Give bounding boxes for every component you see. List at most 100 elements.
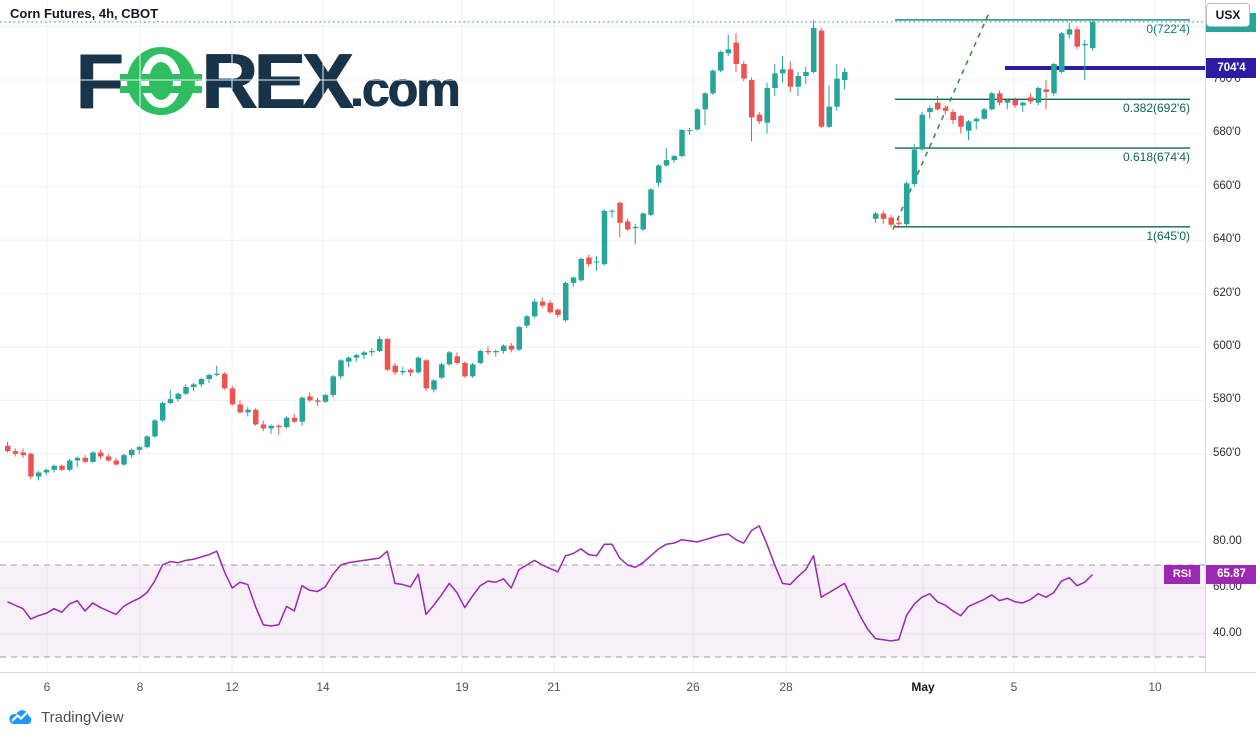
candle-body [803, 71, 809, 76]
candle-body [129, 449, 135, 456]
time-axis-label: 10 [1148, 680, 1162, 694]
logo-dot-com: .com [350, 61, 461, 117]
candle-body [725, 49, 732, 54]
time-axis[interactable]: 6 8 12 14 19 21 26 28 May 5 10 [0, 672, 1256, 701]
time-axis-label: 21 [547, 680, 561, 694]
fib-label-1[interactable]: 1(645'0) [1146, 228, 1190, 243]
candle-body [423, 360, 429, 389]
fib-label-618[interactable]: 0.618(674'4) [1122, 150, 1190, 165]
candle-body [1059, 33, 1065, 72]
candle-body [973, 118, 980, 122]
rsi-line [7, 525, 1094, 642]
candle-body [90, 452, 96, 462]
time-axis-label: 28 [779, 680, 793, 694]
candle-body [1090, 21, 1096, 48]
candle-body [966, 121, 972, 131]
price-axis-label: 600'0 [1213, 340, 1241, 352]
logo-o-icon [119, 47, 202, 115]
candle-body [5, 445, 11, 452]
candle-body [322, 395, 329, 402]
candle-body [338, 360, 344, 377]
tradingview-attribution[interactable]: TradingView [8, 708, 124, 726]
price-axis-label: 580'0 [1213, 393, 1241, 406]
logo-o-bar [119, 86, 202, 93]
candle-body [439, 364, 445, 378]
symbol-title[interactable]: Corn Futures, 4h, CBOT [10, 6, 159, 21]
candle-body [811, 27, 817, 72]
price-axis[interactable]: 704'4 65.87 700'0 680'0 660'0 640'0 620'0 600… [1205, 0, 1256, 672]
candle-body [20, 452, 26, 456]
candle-body [400, 371, 406, 373]
candle-body [780, 69, 786, 74]
candle-body [229, 388, 236, 405]
logo-letters-rex: REX [201, 37, 354, 125]
candle-body [493, 351, 499, 353]
candle-body [485, 351, 491, 353]
candle-body [67, 460, 73, 470]
candle-body [260, 424, 267, 429]
candle-body [330, 376, 336, 396]
fib-label-0[interactable]: 0(722'4) [1146, 21, 1190, 36]
price-axis-label: 640'0 [1213, 233, 1241, 246]
candle-body [191, 384, 197, 388]
candle-body [640, 213, 646, 230]
candle-body [36, 472, 42, 477]
candle-body [105, 456, 112, 461]
logo-o-ring [140, 54, 181, 108]
candle-body [361, 352, 367, 356]
candle-body [408, 369, 414, 373]
candle-body [663, 160, 670, 166]
candle-body [284, 417, 290, 428]
candle-body [609, 210, 615, 212]
candle-body [632, 226, 639, 229]
candle-body [353, 355, 360, 358]
candle-body [1082, 43, 1088, 46]
candle-body [245, 409, 251, 413]
unit-toggle-button[interactable]: USX [1206, 3, 1250, 27]
chart-canvas[interactable] [0, 0, 1205, 672]
candle-body [826, 106, 832, 127]
candle-body [880, 213, 887, 219]
candle-body [1004, 100, 1011, 103]
candle-body [927, 108, 933, 113]
candle-body [694, 109, 701, 130]
candle-body [462, 363, 468, 377]
candle-body [702, 93, 708, 110]
time-axis-label: May [911, 680, 935, 694]
time-axis-label: 26 [686, 680, 700, 694]
candle-body [1043, 89, 1049, 93]
price-axis-label: 680'0 [1213, 126, 1241, 139]
candle-body [175, 393, 181, 400]
candle-body [237, 404, 243, 413]
candle-body [1035, 88, 1042, 103]
candle-body [539, 301, 546, 306]
candle-body [594, 261, 600, 263]
logo-o-bar [119, 74, 202, 81]
time-axis-label: 6 [43, 680, 51, 694]
candle-body [12, 451, 19, 454]
candle-body [718, 51, 724, 71]
time-axis-label: 5 [1010, 680, 1018, 694]
candle-body [834, 78, 840, 107]
candle-body [733, 42, 739, 64]
candle-body [625, 221, 631, 230]
candle-body [532, 301, 538, 317]
tradingview-cloud-icon [9, 710, 32, 725]
time-axis-label: 19 [455, 680, 469, 694]
candle-body [113, 460, 119, 465]
candle-body [911, 149, 918, 185]
candle-body [656, 165, 662, 183]
candle-body [524, 316, 530, 326]
candle-body [276, 425, 282, 428]
alert-price-badge: 704'4 [1206, 57, 1256, 78]
candle-body [377, 338, 383, 352]
tradingview-brand-text: TradingView [41, 708, 124, 726]
time-axis-label: 14 [316, 680, 330, 694]
candle-body [687, 130, 693, 132]
candle-body [291, 417, 298, 422]
candle-body [1020, 102, 1026, 106]
candle-body [981, 109, 987, 119]
fib-label-382[interactable]: 0.382(692'6) [1122, 101, 1190, 116]
candle-body [942, 108, 949, 111]
candle-body [43, 469, 50, 473]
